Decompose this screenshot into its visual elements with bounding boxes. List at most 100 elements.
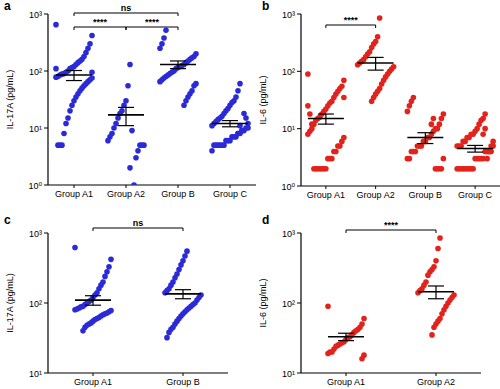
y-tick-label: 10³ bbox=[29, 10, 42, 20]
x-tick bbox=[183, 373, 184, 376]
data-point bbox=[164, 335, 170, 341]
data-point bbox=[237, 81, 243, 87]
data-point bbox=[341, 77, 347, 83]
data-point bbox=[137, 142, 143, 148]
data-point bbox=[472, 156, 478, 162]
significance-bracket bbox=[74, 27, 126, 30]
error-cap bbox=[318, 124, 334, 125]
data-point bbox=[127, 62, 133, 68]
x-axis bbox=[301, 372, 481, 373]
x-tick bbox=[375, 186, 376, 189]
data-point bbox=[377, 15, 383, 21]
x-tick bbox=[346, 373, 347, 376]
x-tick-label: Group A2 bbox=[417, 377, 455, 387]
error-cap bbox=[170, 68, 186, 69]
y-tick bbox=[297, 71, 301, 72]
data-point bbox=[53, 66, 59, 72]
data-point bbox=[209, 148, 215, 154]
data-point bbox=[129, 128, 135, 134]
y-tick bbox=[44, 373, 48, 374]
y-tick-label: 10² bbox=[282, 67, 295, 77]
significance-label: ns bbox=[121, 3, 132, 13]
data-point bbox=[191, 83, 197, 89]
significance-label: **** bbox=[344, 15, 359, 25]
y-tick-label: 10¹ bbox=[282, 124, 295, 134]
y-tick-label: 10³ bbox=[29, 229, 42, 239]
error-bar bbox=[182, 290, 183, 299]
data-point bbox=[484, 156, 490, 162]
error-bar bbox=[325, 114, 326, 124]
error-cap bbox=[428, 298, 444, 299]
x-tick-label: Group A2 bbox=[357, 190, 395, 200]
error-cap bbox=[417, 132, 433, 133]
panel: cIL-17A (pg/mL)10¹10²10³Group A1Group Bn… bbox=[4, 213, 228, 387]
y-tick-label: 10¹ bbox=[29, 124, 42, 134]
data-point bbox=[63, 121, 69, 127]
error-cap bbox=[175, 298, 191, 299]
panel-letter: a bbox=[4, 0, 11, 13]
error-cap bbox=[170, 60, 186, 61]
x-tick bbox=[475, 186, 476, 189]
x-tick-label: Group B bbox=[166, 377, 200, 387]
data-point bbox=[181, 103, 187, 109]
data-point bbox=[55, 142, 61, 148]
x-tick-label: Group C bbox=[213, 189, 248, 199]
data-point bbox=[161, 35, 167, 41]
error-cap bbox=[467, 145, 483, 146]
data-point bbox=[409, 149, 415, 155]
figure: aIL-17A (pg/mL)10⁰10¹10²10³Group A1Group… bbox=[0, 0, 500, 389]
error-cap bbox=[222, 120, 238, 121]
panel-letter: d bbox=[262, 213, 269, 227]
data-point bbox=[235, 88, 241, 94]
data-point bbox=[135, 148, 141, 154]
y-tick-label: 10⁰ bbox=[281, 182, 295, 192]
significance-bracket bbox=[126, 27, 178, 30]
data-point bbox=[182, 253, 188, 259]
data-point bbox=[89, 33, 95, 39]
x-tick bbox=[178, 185, 179, 188]
data-point bbox=[325, 303, 331, 309]
data-point bbox=[405, 109, 411, 115]
x-axis bbox=[301, 185, 500, 186]
error-cap bbox=[338, 340, 354, 341]
y-axis-label: IL-6 (pg/mL) bbox=[258, 278, 268, 327]
significance-label: **** bbox=[145, 17, 160, 27]
data-point bbox=[325, 351, 331, 357]
data-point bbox=[67, 108, 73, 114]
data-point bbox=[166, 330, 172, 336]
y-tick-label: 10⁰ bbox=[28, 181, 42, 191]
data-point bbox=[405, 156, 411, 162]
y-axis bbox=[47, 14, 48, 185]
data-point bbox=[162, 290, 168, 296]
data-point bbox=[61, 131, 67, 137]
data-point bbox=[211, 142, 217, 148]
data-point bbox=[441, 156, 447, 162]
error-cap bbox=[467, 152, 483, 153]
data-point bbox=[341, 95, 347, 101]
data-point bbox=[311, 166, 317, 172]
error-bar bbox=[229, 121, 230, 127]
data-point bbox=[307, 111, 313, 117]
error-cap bbox=[428, 285, 444, 286]
y-tick bbox=[44, 14, 48, 15]
y-tick bbox=[297, 373, 301, 374]
error-bar bbox=[375, 57, 376, 70]
data-point bbox=[439, 116, 445, 122]
data-point bbox=[429, 121, 435, 127]
data-point bbox=[480, 131, 486, 137]
data-point bbox=[157, 46, 163, 52]
x-tick bbox=[436, 373, 437, 376]
data-point bbox=[375, 34, 381, 40]
x-axis bbox=[48, 184, 256, 185]
significance-label: **** bbox=[384, 220, 399, 230]
significance-label: ns bbox=[133, 218, 144, 228]
x-tick bbox=[74, 185, 75, 188]
data-point bbox=[102, 274, 108, 280]
error-cap bbox=[417, 143, 433, 144]
data-point bbox=[115, 115, 121, 121]
data-point bbox=[486, 149, 492, 155]
x-tick-label: Group A1 bbox=[74, 377, 112, 387]
data-point bbox=[111, 125, 117, 131]
x-tick-label: Group A1 bbox=[307, 190, 345, 200]
x-tick-label: Group A2 bbox=[107, 189, 145, 199]
